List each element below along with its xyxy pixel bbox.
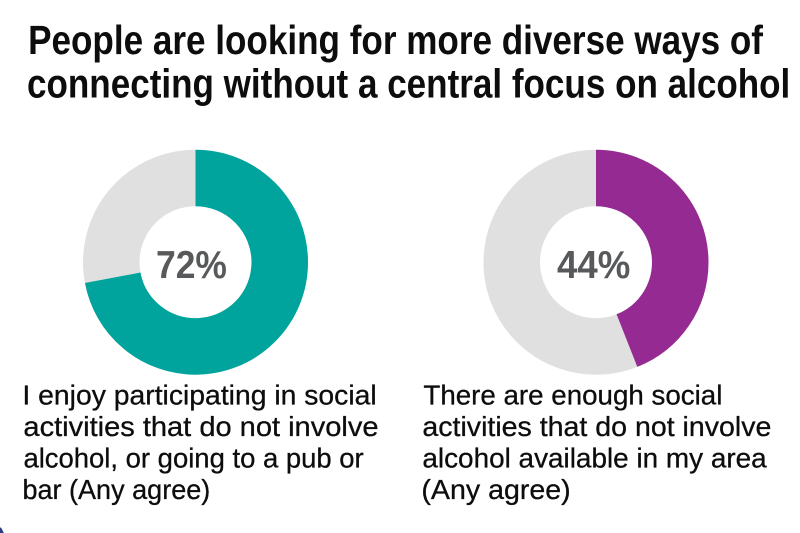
svg-text:activities that do not involve: activities that do not involve [23,411,378,442]
svg-text:connecting without a central f: connecting without a central focus on al… [27,61,790,107]
svg-text:bar (Any agree): bar (Any agree) [22,474,210,505]
svg-text:I enjoy participating in socia: I enjoy participating in social [22,380,376,411]
svg-text:alcohol, or going to a pub or: alcohol, or going to a pub or [23,443,363,474]
svg-text:(Any agree): (Any agree) [421,474,570,505]
svg-text:activities that do not involve: activities that do not involve [422,411,771,442]
svg-text:People are looking for more di: People are looking for more diverse ways… [28,17,763,63]
svg-text:alcohol available in my area: alcohol available in my area [422,443,767,474]
svg-text:72%: 72% [156,244,227,287]
svg-text:44%: 44% [557,244,630,287]
svg-text:There are enough social: There are enough social [423,380,722,411]
